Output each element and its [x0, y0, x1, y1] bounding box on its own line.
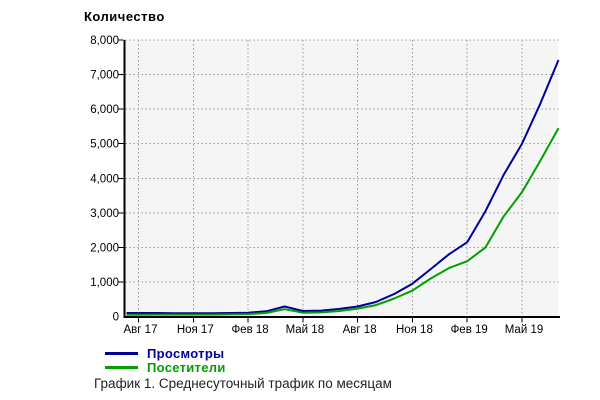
- axis-labels: 0 1,000 2,000 3,000 4,000 5,000 6,000 7,000 8,00…: [90, 35, 543, 336]
- gridlines: [125, 39, 559, 317]
- y-axis-label: 5,000: [90, 139, 119, 151]
- chart-title: Количество: [84, 9, 165, 24]
- axis-ticks: [118, 39, 523, 323]
- y-axis-label: 0: [113, 312, 119, 324]
- data-series: [126, 59, 560, 316]
- chart-plot: 0 1,000 2,000 3,000 4,000 5,000 6,000 7,000 8,00…: [90, 35, 560, 336]
- x-axis-label: Авг 17: [124, 324, 158, 336]
- legend-item-views: Просмотры: [105, 345, 226, 361]
- views-line-swatch: [105, 351, 138, 355]
- y-axis-label: 6,000: [90, 104, 119, 116]
- legend-item-visitors: Посетители: [105, 359, 226, 375]
- chart-caption: График 1. Среднесуточный трафик по месяц…: [94, 376, 392, 391]
- x-axis-label: Май 18: [286, 324, 325, 336]
- x-axis-label: Ноя 17: [177, 324, 214, 336]
- x-axis-label: Ноя 18: [396, 324, 433, 336]
- x-axis-label: Фев 19: [451, 324, 488, 336]
- visitors-line-swatch: [105, 365, 138, 369]
- y-axis-label: 3,000: [90, 208, 119, 220]
- chart-legend: Просмотры Посетители: [105, 345, 226, 375]
- y-axis-label: 7,000: [90, 70, 119, 82]
- x-axis-label: Май 19: [505, 324, 544, 336]
- x-axis-label: Авг 18: [343, 324, 377, 336]
- y-axis-label: 4,000: [90, 173, 119, 185]
- visitors-line: [126, 127, 560, 316]
- y-axis-label: 2,000: [90, 242, 119, 254]
- x-axis-label: Фев 18: [231, 324, 268, 336]
- legend-label-views: Просмотры: [147, 345, 225, 361]
- views-line: [126, 59, 560, 315]
- legend-label-visitors: Посетители: [147, 359, 226, 375]
- y-axis-label: 8,000: [90, 35, 119, 47]
- y-axis-label: 1,000: [90, 277, 119, 289]
